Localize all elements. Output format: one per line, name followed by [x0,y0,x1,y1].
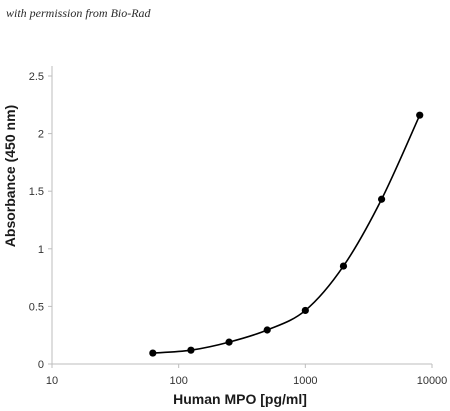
y-tick-label: 0.5 [29,301,44,313]
x-tick-label: 1000 [293,375,317,387]
y-tick-label: 0 [38,359,44,371]
data-point [301,306,309,315]
data-point [225,338,233,346]
data-point [377,195,386,203]
data-point [416,111,424,119]
fitted-curve [152,114,421,354]
y-tick-label: 1 [38,244,44,256]
y-tick-label: 2.5 [29,71,44,83]
x-axis-title: Human MPO [pg/ml] [173,391,307,407]
y-tick-label: 1.5 [29,186,44,198]
y-tick-label: 2 [38,129,44,141]
x-tick-label: 10000 [417,375,448,387]
data-point [149,349,157,357]
data-points [149,111,424,357]
data-point [339,262,348,270]
data-point [263,326,271,334]
axes [48,66,433,368]
x-tick-label: 100 [169,375,187,387]
x-tick-label: 10 [46,375,58,387]
y-axis-title: Absorbance (450 nm) [2,105,18,247]
permission-watermark: with permission from Bio-Rad [6,6,151,20]
tick-labels: 0 0.5 1 1.5 2 2.5 10 100 1000 10000 [29,71,448,387]
data-point [187,346,195,354]
